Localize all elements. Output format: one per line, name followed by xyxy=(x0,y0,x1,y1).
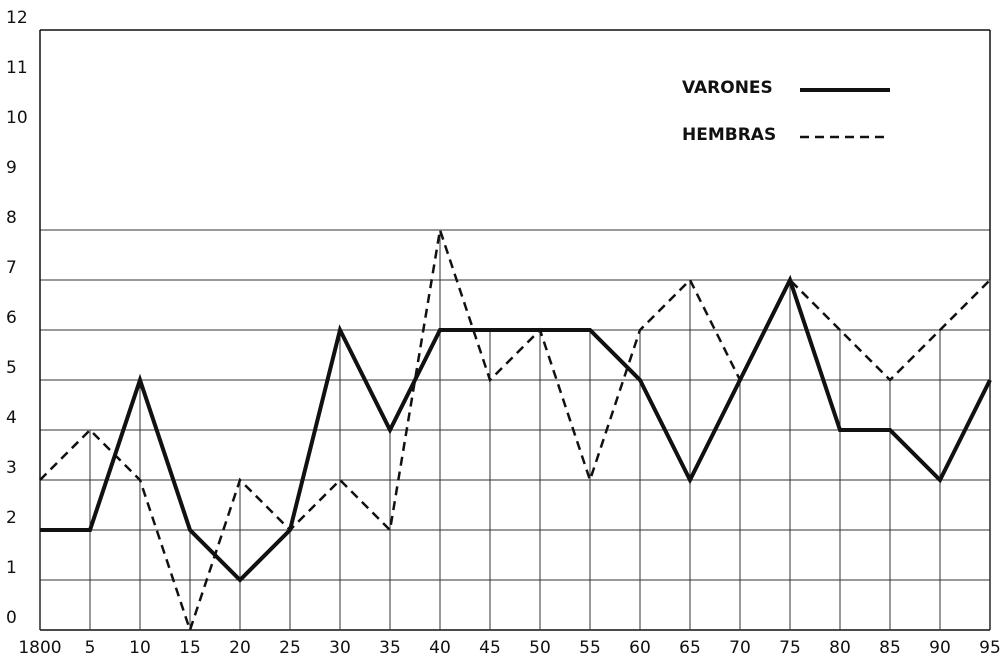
y-tick-label: 5 xyxy=(6,358,17,378)
legend-label: VARONES xyxy=(682,78,773,98)
x-tick-label: 30 xyxy=(329,638,351,658)
y-tick-label: 8 xyxy=(6,208,17,228)
x-tick-label: 5 xyxy=(85,638,96,658)
y-tick-label: 4 xyxy=(6,408,17,428)
x-tick-label: 15 xyxy=(179,638,201,658)
x-tick-label: 75 xyxy=(779,638,801,658)
x-tick-label: 55 xyxy=(579,638,601,658)
x-tick-label: 45 xyxy=(479,638,501,658)
x-tick-label: 1800 xyxy=(18,638,61,658)
legend-label: HEMBRAS xyxy=(682,125,776,145)
x-tick-label: 25 xyxy=(279,638,301,658)
x-tick-label: 65 xyxy=(679,638,701,658)
x-tick-label: 50 xyxy=(529,638,551,658)
x-tick-label: 80 xyxy=(829,638,851,658)
y-tick-label: 3 xyxy=(6,458,17,478)
y-tick-label: 9 xyxy=(6,158,17,178)
y-tick-label: 12 xyxy=(6,8,28,28)
x-tick-label: 60 xyxy=(629,638,651,658)
series-line xyxy=(40,274,992,583)
x-tick-label: 40 xyxy=(429,638,451,658)
y-tick-label: 1 xyxy=(6,558,17,578)
y-tick-label: 11 xyxy=(6,58,28,78)
x-tick-label: 20 xyxy=(229,638,251,658)
x-tick-label: 35 xyxy=(379,638,401,658)
y-tick-label: 7 xyxy=(6,258,17,278)
x-tick-label: 10 xyxy=(129,638,151,658)
y-tick-label: 0 xyxy=(6,608,17,628)
y-tick-label: 2 xyxy=(6,508,17,528)
y-tick-label: 6 xyxy=(6,308,17,328)
y-tick-label: 10 xyxy=(6,108,28,128)
x-tick-label: 85 xyxy=(879,638,901,658)
x-tick-label: 95 xyxy=(979,638,1001,658)
x-tick-label: 90 xyxy=(929,638,951,658)
x-tick-label: 70 xyxy=(729,638,751,658)
